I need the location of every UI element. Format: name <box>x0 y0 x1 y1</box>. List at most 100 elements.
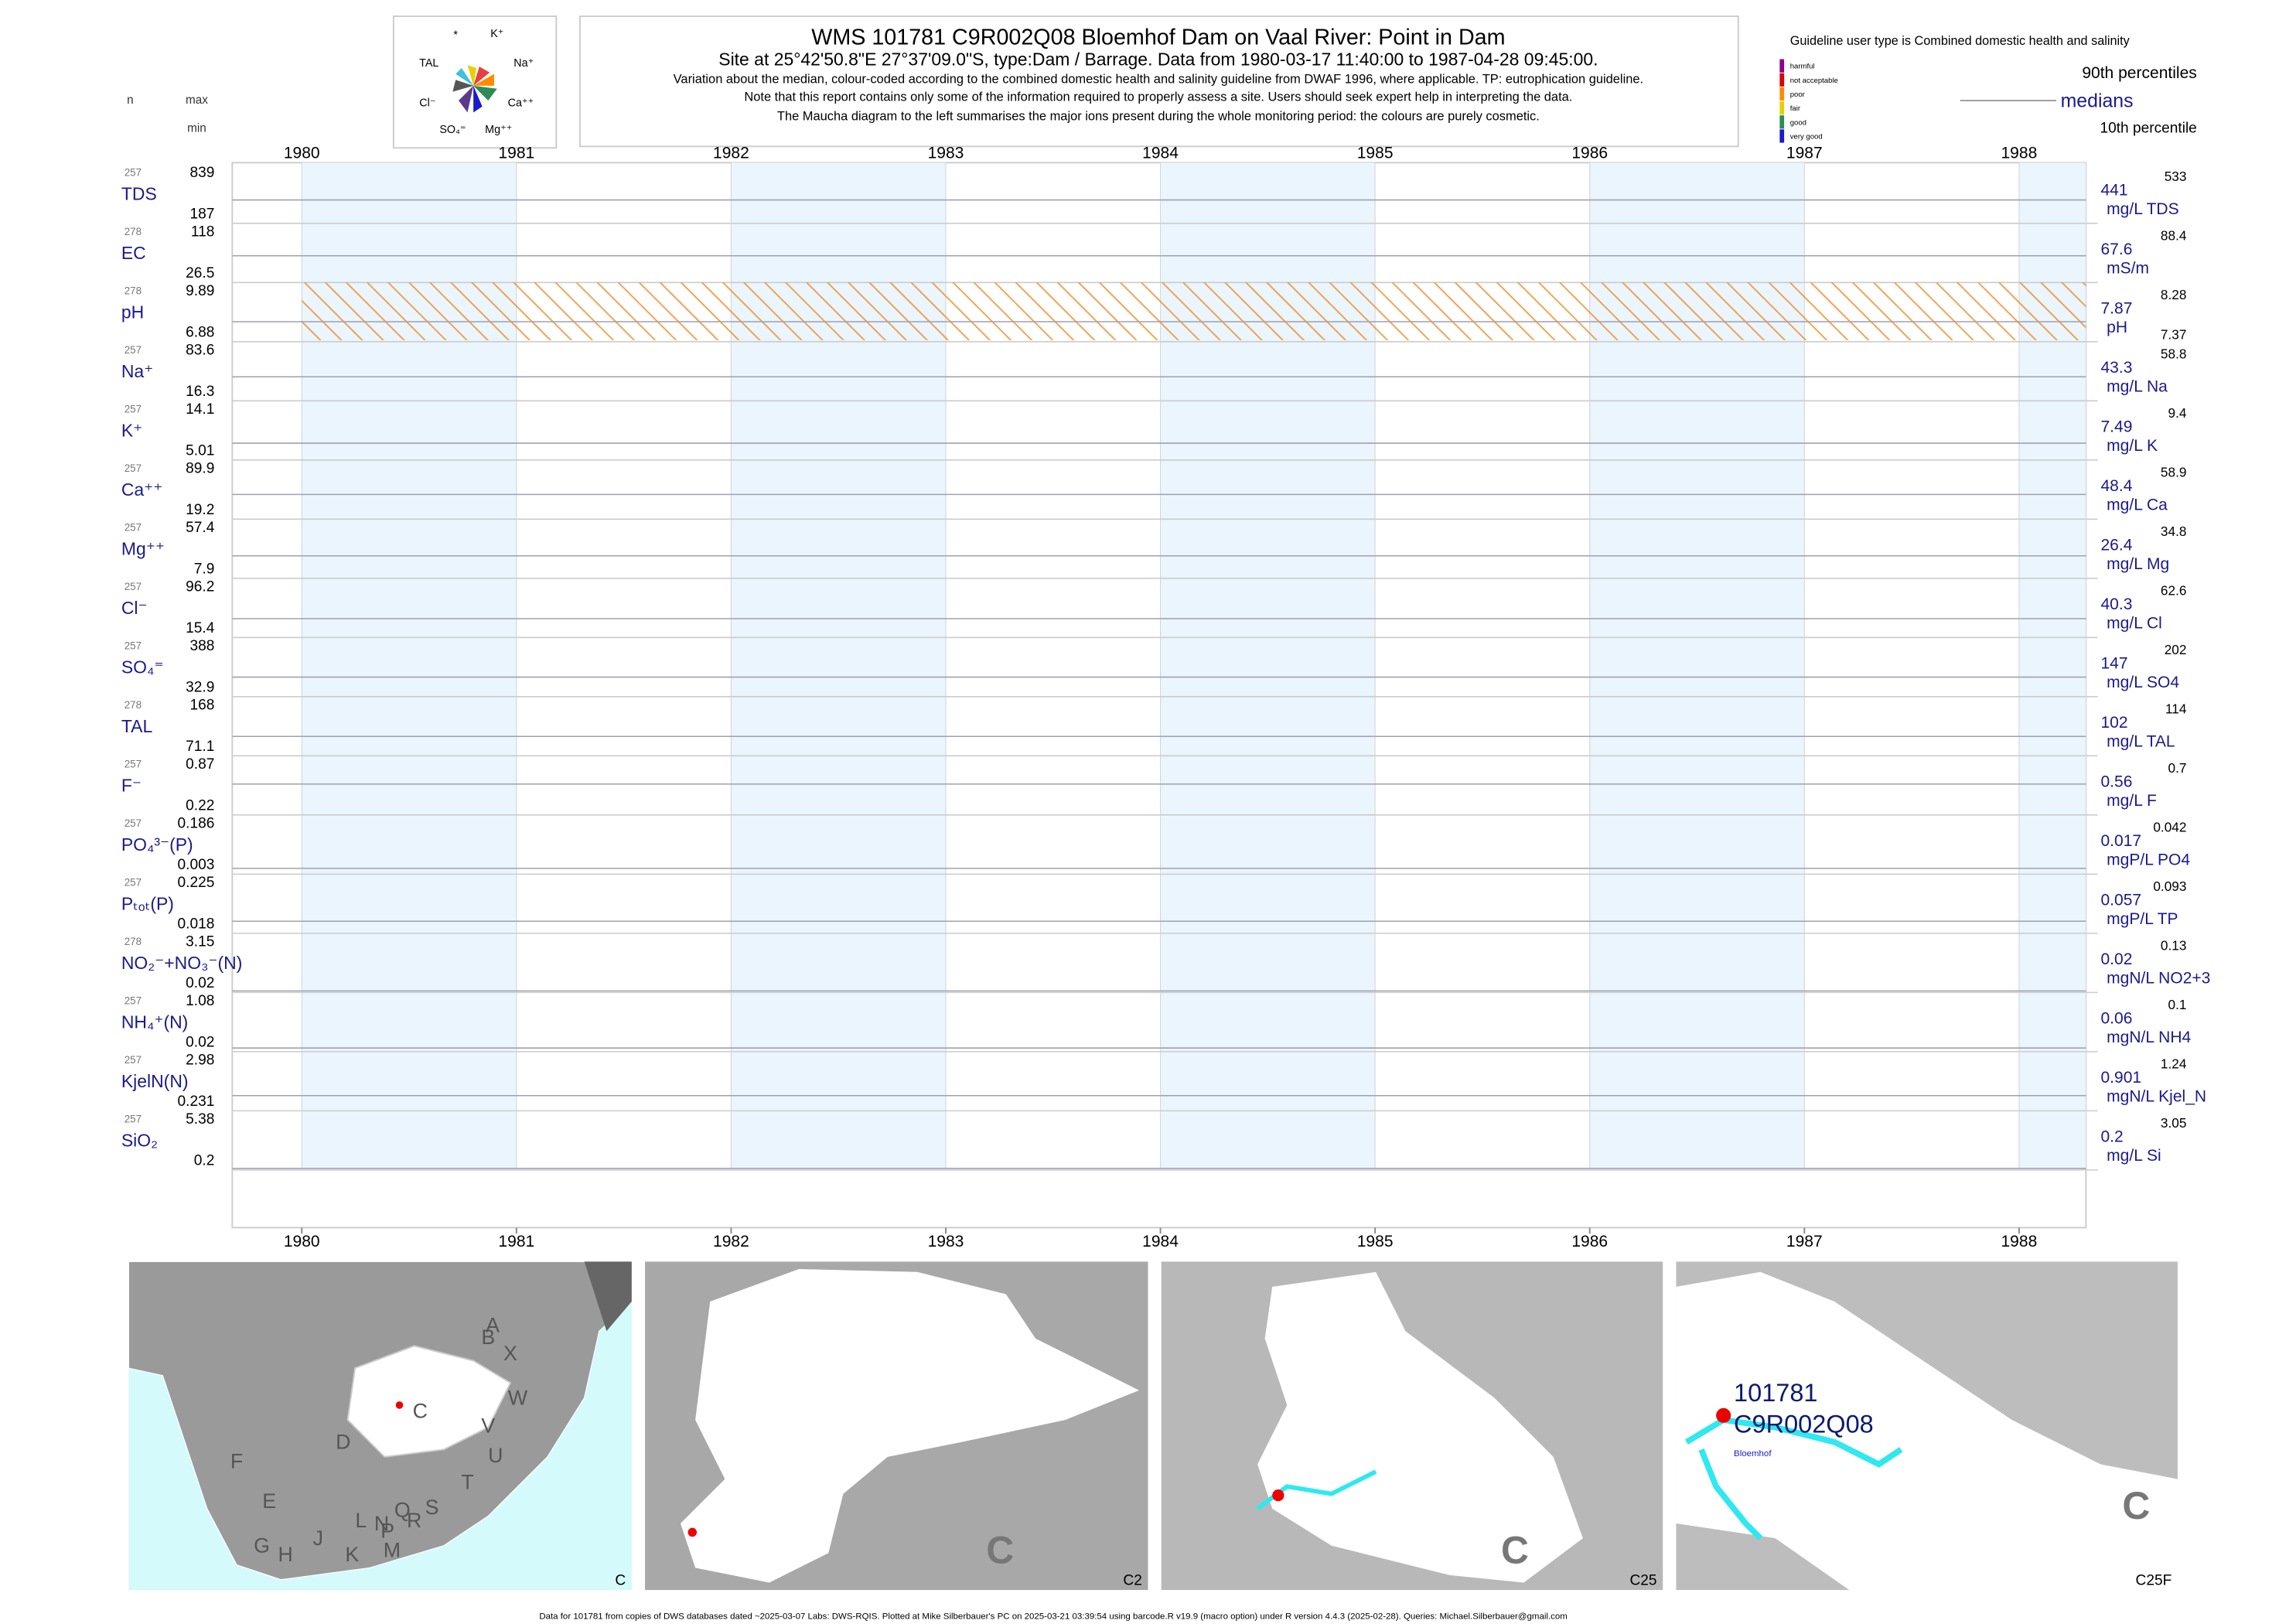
row-max: 3.15 <box>186 933 214 950</box>
row-n: 257 <box>125 876 142 888</box>
row-n: 257 <box>125 581 142 592</box>
site-id: 101781 <box>1734 1379 1817 1407</box>
map-letter: T <box>461 1470 473 1493</box>
row-unit: mg/L Cl <box>2107 615 2162 633</box>
guideline-swatch <box>1779 115 1785 129</box>
row-unit: mg/L Ca <box>2107 496 2168 514</box>
map-letter: L <box>355 1509 367 1532</box>
row-p90: 9.4 <box>2168 405 2187 421</box>
row-n: 257 <box>125 817 142 829</box>
row-median: 0.2 <box>2100 1128 2123 1145</box>
guideline-level: fair <box>1790 104 1801 113</box>
year-label: 1982 <box>713 144 749 162</box>
row-n: 257 <box>125 166 142 178</box>
row-min: 0.2 <box>194 1152 215 1169</box>
row-n: 278 <box>125 699 142 711</box>
map-letter: W <box>508 1386 528 1409</box>
row-n: 278 <box>125 936 142 947</box>
year-label: 1987 <box>1786 144 1823 162</box>
note: Variation about the median, colour-coded… <box>674 73 1643 87</box>
col-n: n <box>127 94 134 107</box>
map-big-letter: C <box>1501 1528 1529 1571</box>
row-n: 278 <box>125 226 142 237</box>
row-p90: 1.24 <box>2161 1056 2187 1072</box>
row-p90: 533 <box>2165 169 2187 184</box>
maucha-diagram <box>452 65 497 113</box>
map-letter: B <box>481 1325 495 1349</box>
map-panel-label: C25 <box>1630 1573 1657 1589</box>
year-label: 1986 <box>1571 144 1608 162</box>
map-letter: F <box>230 1450 243 1473</box>
year-label: 1983 <box>928 144 964 162</box>
year-label: 1985 <box>1357 1233 1394 1250</box>
row-n: 257 <box>125 758 142 769</box>
row-unit: mgN/L NO2+3 <box>2107 970 2210 988</box>
row-n: 257 <box>125 344 142 356</box>
row-n: 257 <box>125 403 142 415</box>
col-min: min <box>187 121 206 135</box>
map-water <box>1256 1469 1377 1511</box>
row-unit: mgP/L TP <box>2107 910 2178 928</box>
guideline-swatch <box>1779 129 1785 143</box>
year-label: 1988 <box>2001 1233 2037 1250</box>
note: Note that this report contains only some… <box>744 90 1572 104</box>
row-unit: mg/L F <box>2107 792 2157 810</box>
row-unit: mg/L TDS <box>2107 200 2179 218</box>
map-site <box>1716 1407 1731 1423</box>
site-code: C9R002Q08 <box>1734 1410 1874 1438</box>
row-min: 6.88 <box>186 324 214 340</box>
map-letter: G <box>254 1534 270 1557</box>
map-letter: E <box>262 1489 276 1513</box>
row-name: TAL <box>121 716 152 736</box>
row-max: 9.89 <box>186 283 214 299</box>
guideline-level: harmful <box>1790 63 1815 71</box>
row-name: PO₄³⁻(P) <box>121 834 193 855</box>
year-label: 1981 <box>498 144 534 162</box>
row-p90: 62.6 <box>2161 583 2186 599</box>
title: WMS 101781 C9R002Q08 Bloemhof Dam on Vaa… <box>811 25 1505 49</box>
guideline-swatch <box>1779 87 1785 101</box>
row-max: 14.1 <box>186 401 214 418</box>
row-p90: 3.05 <box>2161 1115 2186 1131</box>
row-name: F⁻ <box>121 776 142 796</box>
row-unit: pH <box>2107 319 2127 336</box>
map-panel-label: C <box>615 1573 626 1589</box>
row-unit: mg/L SO4 <box>2107 674 2179 691</box>
row-name: K⁺ <box>121 421 142 441</box>
row-p90: 0.1 <box>2168 997 2187 1012</box>
map-basin <box>680 1268 1140 1583</box>
year-label: 1982 <box>713 1233 749 1250</box>
plot: 1980 1980 1981 1981 1982 1982 1983 1983 1984 1984… <box>121 144 2211 1250</box>
row-n: 278 <box>125 285 142 296</box>
year-label: 1984 <box>1142 1233 1179 1250</box>
row-n: 257 <box>125 462 142 474</box>
row-median: 102 <box>2100 714 2127 732</box>
subtitle: Site at 25°42'50.8"E 27°37'09.0"S, type:… <box>718 49 1598 69</box>
legend-p90: 90th percentiles <box>2082 64 2197 82</box>
row-median: 0.02 <box>2100 950 2132 968</box>
col-max: max <box>186 94 208 107</box>
row-max: 118 <box>191 223 214 240</box>
map-big-letter: C <box>2122 1484 2150 1527</box>
map-land <box>584 1261 632 1332</box>
map-water <box>1684 1417 1903 1540</box>
row-unit: mg/L Mg <box>2107 555 2169 573</box>
maucha-label: * <box>453 29 458 42</box>
guideline-level: not acceptable <box>1790 77 1838 85</box>
row-p90: 114 <box>2165 701 2187 717</box>
legend-p10: 10th percentile <box>2100 120 2196 136</box>
row-p90: 202 <box>2165 642 2187 657</box>
note: The Maucha diagram to the left summarise… <box>777 109 1540 123</box>
row-unit: mg/L K <box>2107 437 2158 455</box>
row-min: 15.4 <box>186 620 215 636</box>
row-unit: mgN/L Kjel_N <box>2107 1088 2206 1106</box>
row-name: TDS <box>121 184 157 204</box>
year-label: 1984 <box>1142 144 1179 162</box>
row-max: 5.38 <box>186 1111 214 1128</box>
map-site <box>395 1401 404 1409</box>
row-name: Ca⁺⁺ <box>121 479 163 500</box>
row-median: 0.56 <box>2100 773 2132 790</box>
row-median: 0.057 <box>2100 891 2141 909</box>
map-basin <box>1257 1271 1583 1583</box>
